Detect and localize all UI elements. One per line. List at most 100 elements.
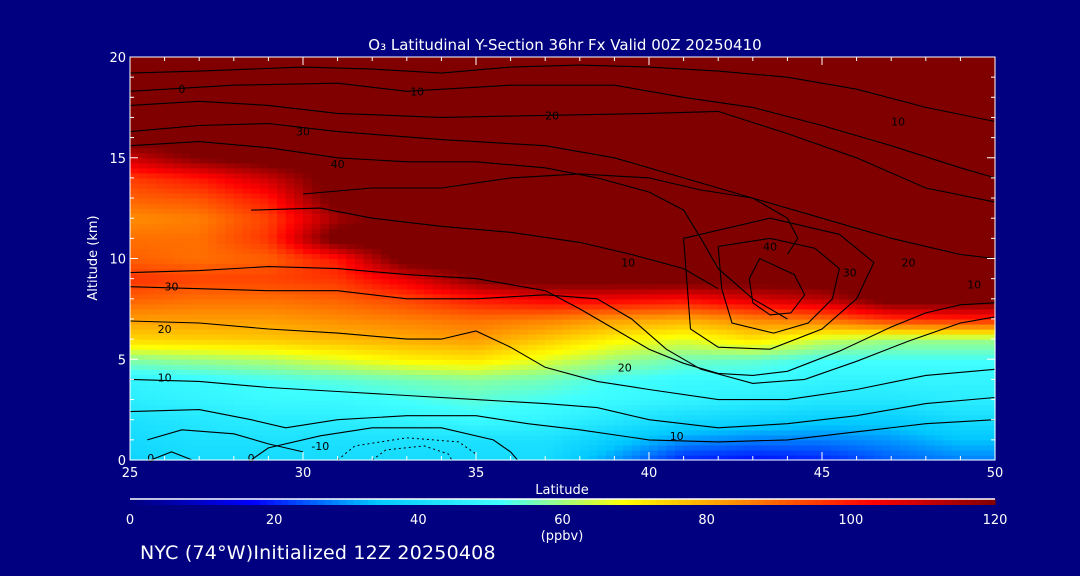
heatmap-cell xyxy=(406,354,417,360)
heatmap-cell xyxy=(752,409,763,416)
heatmap-cell xyxy=(268,243,278,250)
heatmap-cell xyxy=(847,364,858,370)
heatmap-cell xyxy=(398,334,408,340)
heatmap-cell xyxy=(640,233,650,239)
heatmap-cell xyxy=(242,334,252,340)
heatmap-cell xyxy=(545,409,555,416)
heatmap-cell xyxy=(640,454,650,461)
heatmap-cell xyxy=(822,364,832,370)
heatmap-cell xyxy=(614,419,624,426)
heatmap-cell xyxy=(225,374,235,380)
heatmap-cell xyxy=(649,454,659,461)
heatmap-cell xyxy=(484,288,494,295)
heatmap-cell xyxy=(458,349,468,355)
heatmap-cell xyxy=(190,303,200,310)
heatmap-cell xyxy=(882,399,892,406)
heatmap-cell xyxy=(899,334,910,340)
heatmap-cell xyxy=(692,233,702,239)
heatmap-cell xyxy=(951,444,961,451)
heatmap-cell xyxy=(432,248,442,255)
heatmap-cell xyxy=(441,238,451,244)
heatmap-cell xyxy=(536,293,546,300)
heatmap-cell xyxy=(450,359,460,365)
heatmap-cell xyxy=(761,394,771,401)
heatmap-cell xyxy=(813,429,823,436)
heatmap-cell xyxy=(328,223,339,229)
heatmap-cell xyxy=(501,288,512,295)
heatmap-cell xyxy=(441,223,451,229)
heatmap-cell xyxy=(406,243,417,250)
heatmap-cell xyxy=(847,419,858,426)
heatmap-cell xyxy=(372,208,382,214)
heatmap-cell xyxy=(562,389,572,396)
heatmap-cell xyxy=(943,449,953,456)
heatmap-cell xyxy=(181,349,192,355)
heatmap-cell xyxy=(925,228,936,234)
heatmap-cell xyxy=(328,248,339,255)
heatmap-cell xyxy=(389,414,399,421)
heatmap-cell xyxy=(796,318,806,325)
heatmap-cell xyxy=(398,399,408,406)
heatmap-cell xyxy=(666,404,676,411)
heatmap-cell xyxy=(484,329,494,335)
heatmap-cell xyxy=(130,313,140,320)
heatmap-cell xyxy=(536,313,546,320)
heatmap-cell xyxy=(873,238,884,244)
heatmap-cell xyxy=(406,228,417,234)
heatmap-cell xyxy=(346,283,356,290)
heatmap-cell xyxy=(761,424,771,431)
heatmap-cell xyxy=(372,228,382,234)
heatmap-cell xyxy=(432,318,442,325)
heatmap-cell xyxy=(986,268,996,275)
heatmap-cell xyxy=(847,223,858,229)
heatmap-cell xyxy=(242,223,252,229)
heatmap-cell xyxy=(519,218,529,224)
heatmap-cell xyxy=(796,369,806,375)
heatmap-cell xyxy=(761,238,771,244)
heatmap-cell xyxy=(666,218,676,224)
heatmap-cell xyxy=(173,409,183,416)
heatmap-cell xyxy=(865,233,875,239)
heatmap-cell xyxy=(268,394,278,401)
heatmap-cell xyxy=(830,293,840,300)
heatmap-cell xyxy=(614,349,624,355)
heatmap-cell xyxy=(467,223,477,229)
heatmap-cell xyxy=(830,439,840,446)
heatmap-cell xyxy=(744,233,754,239)
heatmap-cell xyxy=(164,399,174,406)
heatmap-cell xyxy=(925,424,936,431)
heatmap-cell xyxy=(787,364,797,370)
heatmap-cell xyxy=(432,308,442,315)
heatmap-cell xyxy=(822,359,832,365)
heatmap-cell xyxy=(761,248,771,255)
heatmap-cell xyxy=(484,379,494,386)
heatmap-cell xyxy=(268,389,278,396)
heatmap-cell xyxy=(181,308,192,315)
heatmap-cell xyxy=(476,349,486,355)
heatmap-cell xyxy=(571,228,581,234)
heatmap-cell xyxy=(666,243,676,250)
heatmap-cell xyxy=(467,434,477,441)
heatmap-cell xyxy=(692,323,702,330)
heatmap-cell xyxy=(882,263,892,270)
heatmap-cell xyxy=(173,298,183,305)
heatmap-cell xyxy=(891,334,901,340)
heatmap-cell xyxy=(778,439,788,446)
heatmap-cell xyxy=(380,323,391,330)
heatmap-cell xyxy=(527,409,538,416)
heatmap-cell xyxy=(674,223,685,229)
heatmap-cell xyxy=(450,278,460,285)
heatmap-cell xyxy=(917,364,927,370)
heatmap-cell xyxy=(519,268,529,275)
heatmap-cell xyxy=(389,384,399,391)
heatmap-cell xyxy=(917,434,927,441)
heatmap-cell xyxy=(796,374,806,380)
heatmap-cell xyxy=(233,354,244,360)
heatmap-cell xyxy=(294,444,304,451)
heatmap-cell xyxy=(597,293,607,300)
heatmap-cell xyxy=(588,364,598,370)
heatmap-cell xyxy=(225,429,235,436)
heatmap-cell xyxy=(631,414,641,421)
heatmap-cell xyxy=(735,318,745,325)
heatmap-cell xyxy=(363,429,373,436)
